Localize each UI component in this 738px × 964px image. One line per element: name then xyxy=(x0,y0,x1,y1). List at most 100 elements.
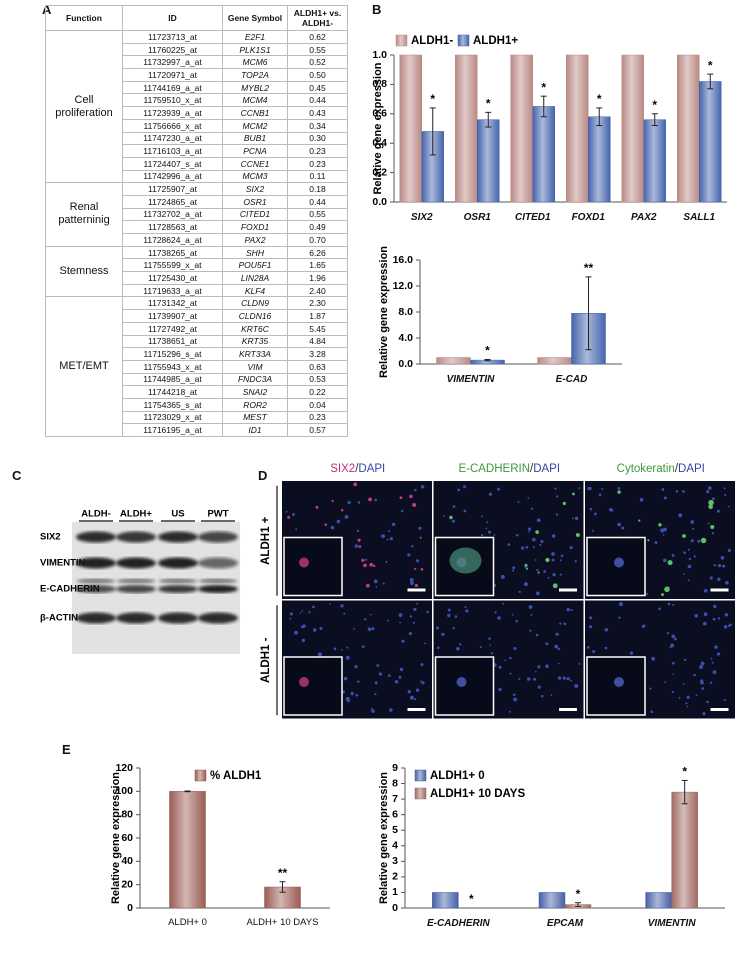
column-header: Gene Symbol xyxy=(222,5,288,31)
nucleus xyxy=(523,582,528,587)
nucleus xyxy=(690,539,694,543)
fold-change: 0.30 xyxy=(287,131,348,146)
nucleus xyxy=(414,583,418,588)
nucleus xyxy=(447,608,451,612)
table-row: 11755943_x_at VIM 0.63 xyxy=(46,359,348,374)
y-tick-label: 3 xyxy=(392,855,398,867)
nucleus xyxy=(407,689,411,694)
gene-symbol: MCM3 xyxy=(222,169,288,184)
gene-symbol: BUB1 xyxy=(222,131,288,146)
table-row: 11716103_a_at PCNA 0.23 xyxy=(46,144,348,158)
nucleus xyxy=(717,577,721,581)
nucleus xyxy=(536,568,539,572)
nucleus xyxy=(528,605,533,609)
label-part: / xyxy=(675,463,679,475)
gene-symbol: PCNA xyxy=(222,144,288,158)
nucleus xyxy=(345,655,350,660)
probe-id: 11723939_a_at xyxy=(122,106,223,120)
nucleus xyxy=(598,493,602,497)
label-part: / xyxy=(530,463,534,475)
scale-bar xyxy=(710,708,729,711)
nucleus xyxy=(308,611,311,614)
fold-change: 0.62 xyxy=(287,30,348,44)
nucleus xyxy=(500,574,505,579)
marker xyxy=(575,533,580,538)
nucleus xyxy=(301,638,306,643)
blot-band xyxy=(198,612,238,624)
gene-symbol: OSR1 xyxy=(222,194,288,209)
nucleus xyxy=(361,645,365,649)
error-bar xyxy=(651,113,658,127)
nucleus xyxy=(578,487,581,490)
nucleus xyxy=(528,527,532,531)
nucleus xyxy=(714,564,717,567)
bar xyxy=(643,119,666,203)
error-bar xyxy=(484,358,491,362)
bar xyxy=(645,892,672,909)
nucleus xyxy=(452,626,455,630)
nucleus xyxy=(343,612,346,615)
probe-id: 11732702_a_at xyxy=(122,207,223,222)
marker xyxy=(525,567,528,570)
nucleus xyxy=(663,496,667,500)
nucleus xyxy=(722,564,726,568)
nucleus xyxy=(554,644,559,649)
nucleus xyxy=(463,509,467,513)
blot-band xyxy=(159,578,197,584)
nucleus xyxy=(566,607,570,612)
gene-symbol: MCM2 xyxy=(222,118,288,133)
x-tick-label: EPCAM xyxy=(546,918,584,929)
nucleus xyxy=(525,545,529,549)
panel-label: B xyxy=(372,2,382,17)
y-tick-label: 0 xyxy=(127,902,133,914)
y-tick-label: 80 xyxy=(121,808,133,820)
nucleus xyxy=(509,672,512,675)
nucleus xyxy=(507,543,511,546)
nucleus xyxy=(547,576,550,579)
probe-id: 11744985_a_at xyxy=(122,372,223,387)
nucleus xyxy=(513,697,517,702)
y-tick-label: 0.4 xyxy=(372,137,387,149)
table-row: 11724407_s_at CCNE1 0.23 xyxy=(46,156,348,171)
nucleus xyxy=(701,687,705,690)
blot-band xyxy=(158,557,198,569)
blot-band xyxy=(198,531,238,543)
table-row: Cell proliferation 11723713_at E2F1 0.62 xyxy=(45,29,348,184)
table-row: 11727492_at KRT6C 5.45 xyxy=(46,321,348,336)
bar xyxy=(399,54,422,203)
nucleus xyxy=(400,509,404,513)
significance: * xyxy=(485,344,490,358)
nucleus xyxy=(574,684,579,688)
nucleus xyxy=(678,513,683,518)
gene-symbol: SNAI2 xyxy=(222,385,288,399)
nucleus xyxy=(371,627,375,631)
y-axis-label: Relative gene expression xyxy=(378,772,390,904)
nucleus xyxy=(714,645,718,649)
nucleus xyxy=(554,487,557,490)
nucleus xyxy=(588,486,592,491)
fold-change: 3.28 xyxy=(287,347,348,361)
nucleus xyxy=(424,642,426,645)
probe-id: 11756666_x_at xyxy=(122,118,223,133)
significance: * xyxy=(430,92,435,106)
probe-id: 11723029_x_at xyxy=(122,410,223,425)
nucleus xyxy=(508,710,511,713)
error-bar xyxy=(575,902,581,907)
nucleus xyxy=(671,634,676,639)
nucleus xyxy=(703,612,708,616)
nucleus xyxy=(727,505,730,508)
nucleus xyxy=(374,498,378,502)
blot-row-label: VIMENTIN xyxy=(40,558,86,569)
blot-column-label: US xyxy=(171,509,184,520)
nucleus xyxy=(700,661,705,666)
nucleus xyxy=(387,619,390,622)
label-part: DAPI xyxy=(358,463,385,475)
nucleus xyxy=(346,646,349,649)
fold-change: 0.63 xyxy=(287,359,348,374)
nucleus xyxy=(497,616,501,620)
nucleus xyxy=(557,676,562,680)
nucleus xyxy=(555,513,559,516)
nucleus xyxy=(464,606,467,609)
y-tick-label: 0.8 xyxy=(372,78,387,90)
x-tick-label: E-CAD xyxy=(555,374,588,385)
